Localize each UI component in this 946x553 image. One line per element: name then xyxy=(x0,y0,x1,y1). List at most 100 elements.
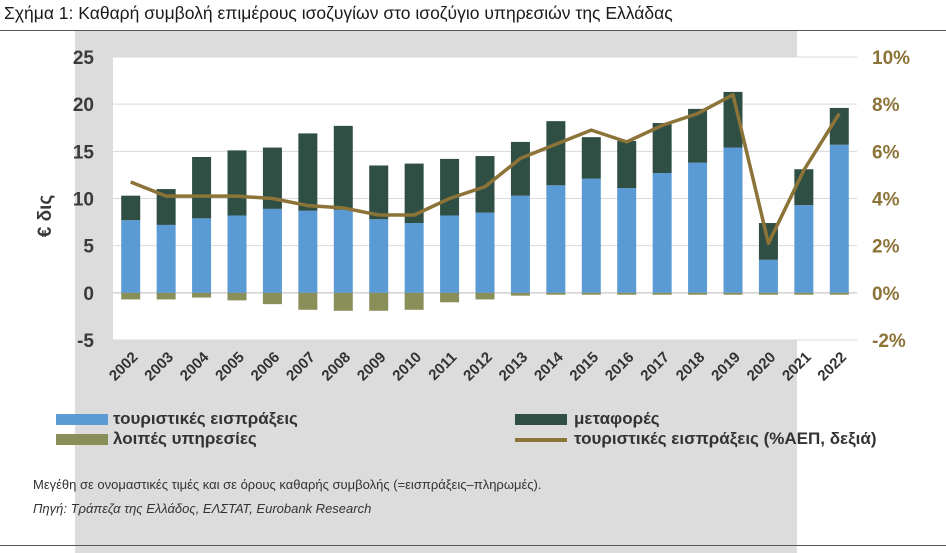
legend-swatch-line xyxy=(515,438,567,442)
x-tick-label: 2009 xyxy=(354,349,390,385)
bar-tourism xyxy=(688,162,708,293)
y-tick-label: 20 xyxy=(73,95,94,116)
bar-transport xyxy=(723,91,743,148)
bar-other xyxy=(652,292,672,295)
y-tick-label: 0 xyxy=(83,284,94,305)
chart-title: Σχήμα 1: Καθαρή συμβολή επιμέρους ισοζυγ… xyxy=(4,3,673,23)
y2-tick-label: 0% xyxy=(872,284,900,305)
bar-transport xyxy=(688,108,708,163)
legend-label-tourism: τουριστικές εισπράξεις xyxy=(113,409,298,428)
bar-other xyxy=(156,292,176,300)
bar-tourism xyxy=(510,195,530,293)
x-tick-label: 2014 xyxy=(531,348,567,384)
x-tick-label: 2015 xyxy=(566,349,602,385)
bar-tourism xyxy=(121,220,141,293)
bar-transport xyxy=(262,147,282,209)
bar-other xyxy=(794,292,814,295)
bar-other xyxy=(688,292,708,295)
x-tick-label: 2011 xyxy=(425,349,460,384)
bar-transport xyxy=(440,158,460,216)
x-tick-label: 2008 xyxy=(318,349,354,385)
bar-transport xyxy=(333,125,353,210)
line-layer xyxy=(130,92,841,246)
bar-other xyxy=(829,292,849,295)
x-tick-label: 2016 xyxy=(602,349,638,385)
right-axis: 10% 8% 6% 4% 2% 0% -2% xyxy=(872,48,910,352)
bar-other xyxy=(617,292,637,295)
bar-transport xyxy=(192,156,212,219)
x-tick-label: 2010 xyxy=(389,349,425,385)
x-tick-label: 2017 xyxy=(637,349,673,385)
y-tick-label: 10 xyxy=(73,190,94,211)
bar-tourism xyxy=(440,215,460,293)
y-axis-label: € δις xyxy=(35,195,56,238)
bar-other xyxy=(440,292,460,303)
bar-tourism xyxy=(227,215,247,293)
bar-other xyxy=(475,292,495,300)
bar-tourism xyxy=(475,212,495,293)
y-tick-label: 15 xyxy=(73,142,95,163)
bar-other xyxy=(333,292,353,311)
y-tick-label: 25 xyxy=(73,48,95,69)
bar-tourism xyxy=(581,178,601,293)
bar-tourism xyxy=(652,173,672,293)
bar-tourism xyxy=(546,185,566,293)
bar-transport xyxy=(829,107,849,145)
bar-tourism xyxy=(369,219,389,293)
x-tick-label: 2018 xyxy=(673,349,709,385)
x-tick-label: 2003 xyxy=(141,349,177,385)
x-axis: 2002 2003 2004 2005 2006 2007 2008 2009 2010 2011… xyxy=(106,348,850,384)
bar-transport xyxy=(581,137,601,179)
chart-source: Πηγή: Τράπεζα της Ελλάδος, ΕΛΣΤΑΤ, Eurob… xyxy=(33,501,372,516)
bar-transport xyxy=(156,189,176,225)
bar-other xyxy=(510,292,530,296)
x-tick-label: 2004 xyxy=(177,348,213,384)
title-divider xyxy=(0,30,946,31)
x-tick-label: 2019 xyxy=(708,349,744,385)
bar-transport xyxy=(404,163,424,224)
bar-tourism xyxy=(758,259,778,293)
bar-transport xyxy=(652,123,672,174)
bar-other xyxy=(404,292,424,310)
x-tick-label: 2013 xyxy=(496,349,532,385)
legend-label-transport: μεταφορές xyxy=(574,409,660,428)
legend-swatch-other xyxy=(56,434,108,445)
bar-transport xyxy=(227,150,247,216)
y2-tick-label: 4% xyxy=(872,190,900,211)
x-tick-label: 2005 xyxy=(212,349,248,385)
x-tick-label: 2020 xyxy=(744,349,780,385)
bar-tourism xyxy=(723,147,743,293)
bar-other xyxy=(192,292,212,298)
bar-tourism xyxy=(404,223,424,293)
bar-tourism xyxy=(333,209,353,293)
line-tourism-gdp xyxy=(130,92,841,246)
chart-note: Μεγέθη σε ονομαστικές τιμές και σε όρους… xyxy=(33,477,542,492)
legend-swatch-tourism xyxy=(56,414,108,425)
bar-transport xyxy=(510,141,530,196)
x-tick-label: 2021 xyxy=(779,349,815,385)
bar-tourism xyxy=(262,208,282,293)
bar-transport xyxy=(546,121,566,186)
bar-tourism xyxy=(298,210,318,293)
bar-other xyxy=(298,292,318,310)
bar-other xyxy=(546,292,566,295)
bar-tourism xyxy=(617,188,637,293)
bar-other xyxy=(723,292,743,295)
y2-tick-label: 8% xyxy=(872,95,900,116)
bar-transport xyxy=(369,165,389,220)
x-tick-label: 2002 xyxy=(106,349,142,385)
bar-layer xyxy=(121,91,849,311)
bar-tourism xyxy=(829,144,849,293)
bar-tourism xyxy=(794,205,814,293)
y-tick-label: 5 xyxy=(83,237,94,258)
legend-swatch-transport xyxy=(515,414,567,425)
bar-other xyxy=(121,292,141,300)
bar-transport xyxy=(475,156,495,213)
x-tick-label: 2012 xyxy=(460,349,496,385)
bar-other xyxy=(581,292,601,295)
bottom-divider xyxy=(0,545,946,546)
bar-tourism xyxy=(192,218,212,293)
left-axis: 25 20 15 10 5 0 -5 xyxy=(73,48,95,352)
bar-transport xyxy=(617,140,637,189)
y2-tick-label: -2% xyxy=(872,331,906,352)
